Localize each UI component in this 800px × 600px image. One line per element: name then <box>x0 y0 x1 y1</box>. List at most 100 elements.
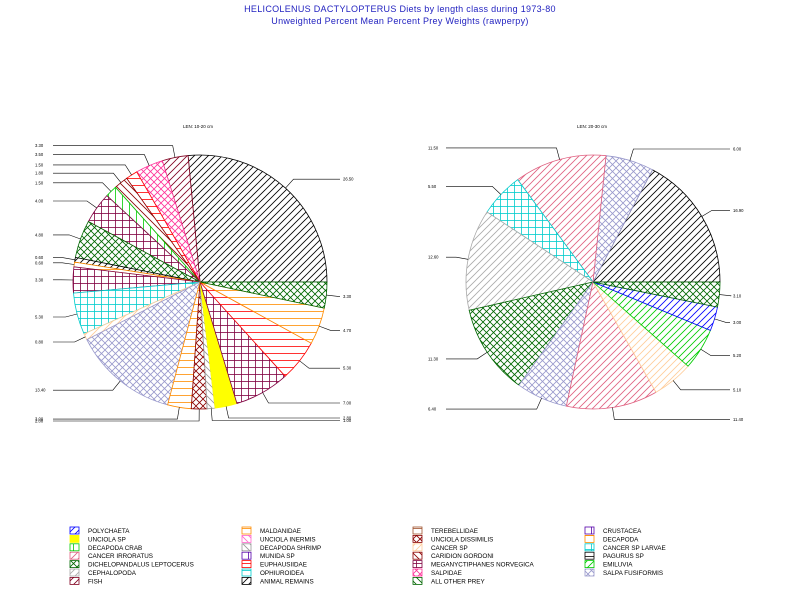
legend-swatch <box>69 568 80 577</box>
leader-line <box>53 257 76 261</box>
leader-line <box>53 407 180 420</box>
legend-label: POLYCHAETA <box>88 528 130 535</box>
legend-swatch <box>584 560 595 568</box>
legend-label: ANIMAL REMAINS <box>260 578 314 585</box>
slice-value-label: 3.00 <box>35 417 44 422</box>
slice-value-label: 5.10 <box>733 387 742 392</box>
pie-chart-small-length: LEN: 10-20 cm 26.50 3.30 3.50 1.50 1.80 1.50 4.… <box>35 124 354 423</box>
pie-slice <box>592 281 721 308</box>
legend-swatch <box>69 526 80 535</box>
chart-subtitle: Unweighted Percent Mean Percent Prey Wei… <box>271 16 529 26</box>
leader-line <box>53 154 150 166</box>
leader-line <box>701 210 730 217</box>
leader-line <box>53 313 78 318</box>
legend-swatch <box>69 560 80 568</box>
legend-swatch <box>412 535 423 543</box>
slice-value-label: 11.50 <box>428 145 439 150</box>
legend-swatch <box>584 526 595 535</box>
slice-value-label: 12.60 <box>428 255 439 260</box>
slice-value-label: 5.50 <box>428 184 437 189</box>
leader-line <box>629 148 730 161</box>
legend-swatch <box>241 543 252 552</box>
legend-swatch <box>69 551 80 560</box>
slice-value-label: 3.30 <box>343 294 352 299</box>
legend-swatch <box>241 560 252 568</box>
pie-header-label: LEN: 10-20 cm <box>183 124 213 129</box>
legend-label: SALPIDAE <box>431 570 462 577</box>
leader-line <box>446 147 560 160</box>
slice-value-label: 16.90 <box>733 208 744 213</box>
slice-value-label: 6.40 <box>428 407 437 412</box>
slice-value-label: 6.00 <box>733 147 742 152</box>
slice-value-label: 3.30 <box>35 277 44 282</box>
slice-value-label: 5.30 <box>343 366 352 371</box>
legend-label: FISH <box>88 578 103 585</box>
leader-line <box>53 336 86 343</box>
leader-line <box>262 392 340 404</box>
legend: POLYCHAETA MALDANIDAE TEREBELLIDAE CRUSTACE… <box>69 526 666 585</box>
leader-line <box>700 348 730 356</box>
legend-swatch <box>241 526 252 535</box>
leader-line <box>299 360 340 369</box>
legend-swatch <box>69 535 80 543</box>
legend-swatch <box>584 551 595 560</box>
legend-label: CANCER IRRORATUS <box>88 553 153 560</box>
legend-label: UNCIOLA INERMIS <box>260 536 316 543</box>
leader-line <box>446 256 469 260</box>
leader-line <box>326 294 340 297</box>
slice-value-label: 5.20 <box>733 353 742 358</box>
legend-label: CANCER SP LARVAE <box>603 545 666 552</box>
legend-swatch <box>584 535 595 543</box>
legend-swatch <box>412 543 423 552</box>
legend-label: CRUSTACEA <box>603 528 642 535</box>
legend-swatch <box>412 551 423 560</box>
slice-value-label: 0.60 <box>35 255 44 260</box>
pie-slice <box>592 169 721 283</box>
legend-swatch <box>241 568 252 577</box>
slice-value-label: 4.80 <box>35 232 44 237</box>
legend-swatch <box>412 568 423 577</box>
slice-value-label: 26.50 <box>343 177 354 182</box>
leader-line <box>285 178 340 189</box>
pie-slice <box>465 211 595 311</box>
leader-line <box>225 406 340 419</box>
slice-value-label: 7.00 <box>343 400 352 405</box>
legend-swatch <box>412 577 423 585</box>
legend-swatch <box>412 526 423 535</box>
legend-label: DECAPODA CRAB <box>88 545 142 552</box>
pie-slice <box>187 154 328 283</box>
legend-label: SALPA FUSIFORMIS <box>603 570 663 577</box>
legend-label: DECAPODA <box>603 536 639 543</box>
pie-chart-large-length: LEN: 20-30 cm 16.90 6.00 11.50 5.50 12.60 11.3… <box>428 124 744 422</box>
leader-line <box>714 318 730 323</box>
legend-label: MUNIDA SP <box>260 553 295 560</box>
slice-value-label: 11.40 <box>733 417 744 422</box>
leader-line <box>53 380 121 391</box>
slice-value-label: 2.80 <box>343 416 352 421</box>
legend-label: DECAPODA SHRIMP <box>260 545 321 552</box>
slice-value-label: 1.50 <box>35 162 44 167</box>
pie-slice <box>86 281 201 406</box>
slice-value-label: 13.40 <box>35 388 46 393</box>
legend-swatch <box>69 577 80 585</box>
slice-value-label: 4.00 <box>35 199 44 204</box>
slice-value-label: 1.00 <box>343 418 352 423</box>
slice-value-label: 2.00 <box>35 418 44 423</box>
legend-label: CEPHALOPODA <box>88 570 137 577</box>
pie-slice <box>468 281 594 386</box>
leader-line <box>719 294 732 297</box>
leader-line <box>672 380 730 391</box>
legend-swatch <box>241 551 252 560</box>
leader-line <box>53 172 122 183</box>
legend-swatch <box>241 577 252 585</box>
slice-value-label: 3.00 <box>733 320 742 325</box>
leader-line <box>53 182 112 192</box>
legend-label: DICHELOPANDALUS LEPTOCERUS <box>88 562 194 569</box>
legend-label: EMILUVIA <box>603 562 633 569</box>
pie-slice <box>565 280 657 410</box>
legend-swatch <box>241 535 252 543</box>
slice-value-label: 1.80 <box>35 171 44 176</box>
slice-value-label: 3.50 <box>35 152 44 157</box>
leader-line <box>53 200 97 209</box>
